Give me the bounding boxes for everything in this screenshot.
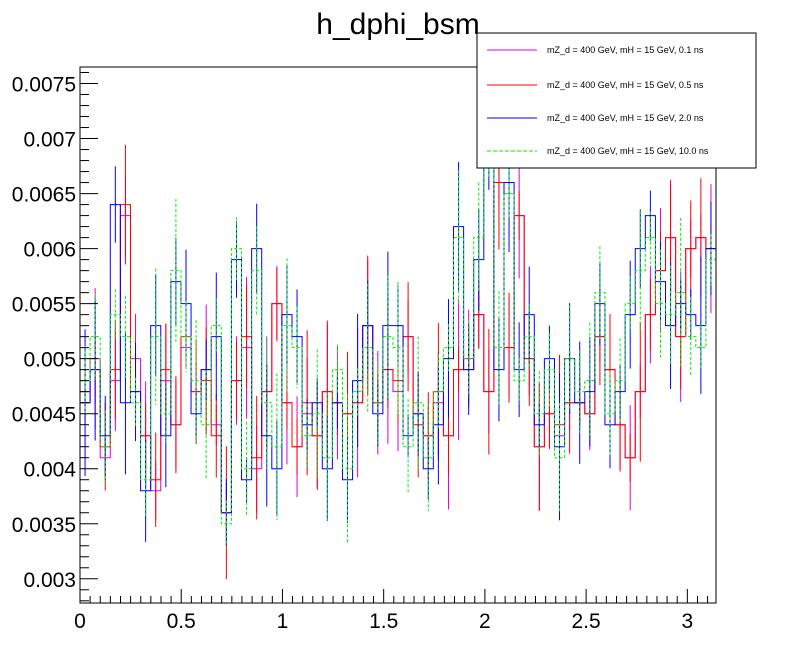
y-tick-label: 0.0065	[12, 184, 76, 207]
x-tick-label: 3	[681, 610, 693, 633]
x-tick-label: 1	[277, 610, 289, 633]
legend-label-10p0ns: mZ_d = 400 GeV, mH = 15 GeV, 10.0 ns	[547, 146, 709, 156]
axes: 0 0.5 1 1.5 2 2.5 3 0.003 0.0035 0.004 0.0045 0.005…	[12, 72, 709, 633]
y-tick-label: 0.003	[23, 569, 76, 592]
y-tick-label: 0.0055	[12, 294, 76, 317]
y-tick-label: 0.0075	[12, 74, 76, 97]
legend: mZ_d = 400 GeV, mH = 15 GeV, 0.1 ns mZ_d…	[476, 32, 757, 169]
legend-label-2p0ns: mZ_d = 400 GeV, mH = 15 GeV, 2.0 ns	[547, 113, 704, 123]
y-tick-label: 0.005	[23, 349, 76, 372]
x-tick-label: 1.5	[369, 610, 398, 633]
chart-title: h_dphi_bsm	[316, 8, 479, 41]
x-tick-label: 2.5	[572, 610, 601, 633]
x-tick-label: 2	[479, 610, 491, 633]
legend-box	[476, 32, 757, 169]
histogram-line	[80, 138, 716, 525]
y-tick-label: 0.004	[23, 459, 76, 482]
x-tick-label: 0.5	[167, 610, 196, 633]
y-tick-label: 0.007	[23, 129, 76, 152]
x-tick-label: 0	[74, 610, 86, 633]
legend-label-0p1ns: mZ_d = 400 GeV, mH = 15 GeV, 0.1 ns	[547, 45, 704, 55]
y-tick-label: 0.006	[23, 239, 76, 262]
y-tick-label: 0.0045	[12, 404, 76, 427]
plot-frame	[79, 66, 717, 604]
legend-label-0p5ns: mZ_d = 400 GeV, mH = 15 GeV, 0.5 ns	[547, 80, 704, 90]
histogram-line	[80, 138, 716, 514]
y-tick-label: 0.0035	[12, 514, 76, 537]
